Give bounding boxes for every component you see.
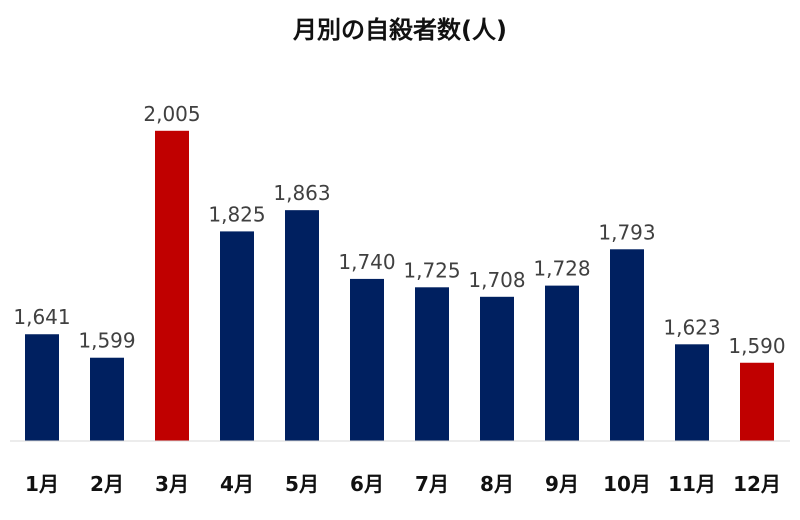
data-label-8: 1,708 (468, 268, 525, 292)
x-tick-label-1: 1月 (25, 472, 59, 496)
data-label-6: 1,740 (338, 250, 395, 274)
bar-4 (220, 231, 254, 441)
chart-title: 月別の自殺者数(人) (293, 16, 507, 44)
bar-3 (155, 130, 189, 441)
data-label-11: 1,623 (663, 315, 720, 339)
x-tick-label-6: 6月 (350, 472, 384, 496)
x-tick-label-9: 9月 (545, 472, 579, 496)
bar-2 (90, 357, 124, 441)
data-label-5: 1,863 (273, 181, 330, 205)
data-labels-layer: 1,641 1,599 2,005 1,825 1,863 1,740 1,725 1,708… (13, 102, 785, 358)
bar-9 (545, 285, 579, 441)
x-tick-label-11: 11月 (668, 472, 716, 496)
data-label-3: 2,005 (143, 102, 200, 126)
data-label-1: 1,641 (13, 305, 70, 329)
bar-5 (285, 210, 319, 441)
bar-7 (415, 287, 449, 441)
bar-11 (675, 344, 709, 441)
bar-1 (25, 334, 59, 441)
data-label-10: 1,793 (598, 220, 655, 244)
x-tick-label-12: 12月 (733, 472, 781, 496)
x-tick-label-8: 8月 (480, 472, 514, 496)
bar-8 (480, 296, 514, 441)
bar-12 (740, 362, 774, 441)
data-label-7: 1,725 (403, 258, 460, 282)
data-label-4: 1,825 (208, 202, 265, 226)
bar-6 (350, 278, 384, 441)
x-tick-label-10: 10月 (603, 472, 651, 496)
bar-10 (610, 249, 644, 441)
data-label-12: 1,590 (728, 334, 785, 358)
x-tick-label-4: 4月 (220, 472, 254, 496)
data-label-2: 1,599 (78, 329, 135, 353)
x-tick-label-7: 7月 (415, 472, 449, 496)
bars-layer (25, 130, 774, 441)
x-tick-label-3: 3月 (155, 472, 189, 496)
data-label-9: 1,728 (533, 257, 590, 281)
x-tick-label-5: 5月 (285, 472, 319, 496)
tick-labels-layer: 1月 2月 3月 4月 5月 6月 7月 8月 9月 10月 11月 12月 (25, 472, 781, 496)
x-tick-label-2: 2月 (90, 472, 124, 496)
